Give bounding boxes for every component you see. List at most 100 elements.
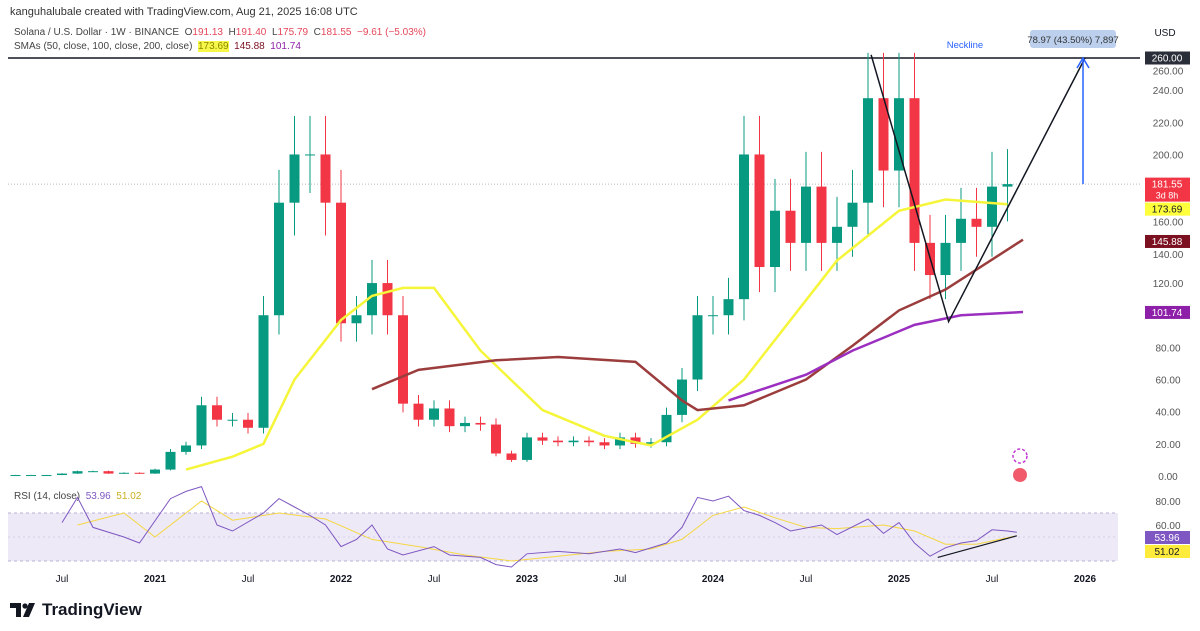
candle (785, 210, 796, 243)
candle (677, 379, 687, 415)
price-badge-label: 173.69 (1152, 205, 1183, 216)
candle (351, 315, 362, 324)
time-tick: Jul (800, 574, 813, 585)
candle (336, 202, 346, 324)
tradingview-logo[interactable]: TradingView (10, 600, 142, 620)
price-tick: 0.00 (1158, 472, 1178, 483)
arrow-head-icon (1076, 56, 1090, 69)
candle (57, 473, 67, 476)
measure-label-box (1030, 30, 1116, 48)
candle (165, 451, 176, 470)
candle (878, 98, 889, 171)
candle (367, 283, 377, 316)
neckline-label: Neckline (947, 40, 983, 51)
sma200-line (728, 310, 1024, 402)
candle (506, 453, 517, 460)
price-tick: 60.00 (1155, 376, 1180, 387)
countdown-label: 3d 8h (1156, 191, 1179, 201)
candle (568, 440, 579, 443)
candle (987, 186, 997, 227)
rsi-tick: 80.00 (1155, 497, 1180, 508)
candle (770, 210, 780, 267)
candle (289, 154, 300, 203)
low-value: 175.79 (277, 27, 309, 38)
symbol-name[interactable]: Solana / U.S. Dollar · 1W · BINANCE (14, 27, 180, 38)
rsi-badge (1145, 545, 1190, 558)
candle (708, 315, 718, 317)
time-tick: 2022 (330, 574, 353, 585)
price-badge (1145, 202, 1190, 216)
low-label: L (271, 27, 278, 38)
sma50-value: 173.69 (197, 41, 229, 52)
candle (398, 315, 408, 404)
candle (537, 437, 548, 441)
candle (475, 422, 486, 425)
candle (646, 442, 656, 444)
candle (10, 475, 21, 477)
candle (88, 471, 98, 473)
price-badge (1145, 305, 1190, 319)
price-tick: 200.00 (1153, 150, 1184, 161)
candle (181, 445, 191, 452)
change-value: −9.61 (−5.03%) (357, 27, 426, 38)
high-value: 191.40 (235, 27, 267, 38)
v-pattern-drawing (870, 54, 1086, 324)
time-tick: 2025 (888, 574, 911, 585)
measure-label: 78.97 (43.50%) 7,897 (1027, 35, 1118, 46)
price-tick: 240.00 (1153, 86, 1184, 97)
candle (956, 218, 966, 243)
price-tick: 260.00 (1153, 66, 1184, 77)
candle (134, 472, 145, 474)
rsi-tick: 60.00 (1155, 521, 1180, 532)
close-label: C (313, 27, 321, 38)
tradingview-logo-icon (10, 603, 35, 617)
lightning-icon (1012, 448, 1028, 464)
rsi-line (61, 485, 1017, 568)
candle (243, 419, 253, 428)
rsi-legend: RSI (14, close) 53.96 51.02 (14, 491, 141, 502)
candle (847, 202, 858, 227)
candle (103, 471, 114, 474)
price-badge (1145, 177, 1190, 202)
candle (553, 440, 563, 443)
time-tick: 2023 (516, 574, 539, 585)
candle (258, 315, 269, 428)
candle (522, 437, 532, 460)
sma-label[interactable]: SMAs (50, close, 100, close, 200, close) (14, 41, 193, 52)
candle (212, 405, 222, 420)
candle (692, 315, 703, 380)
candle (119, 472, 129, 474)
candle (444, 408, 455, 427)
candle (584, 440, 594, 443)
candle (863, 98, 873, 203)
rsi-label[interactable]: RSI (14, close) (14, 491, 81, 502)
time-tick: Jul (986, 574, 999, 585)
time-tick: 2026 (1074, 574, 1097, 585)
candle (41, 475, 52, 477)
sma50-line (185, 198, 1008, 471)
sma200-value: 101.74 (270, 41, 301, 52)
candle (491, 424, 501, 454)
rsi-ma-value: 51.02 (116, 491, 142, 502)
candle (305, 154, 315, 156)
symbol-legend: Solana / U.S. Dollar · 1W · BINANCE O191… (14, 27, 426, 38)
open-value: 191.13 (192, 27, 223, 38)
sma100-line (371, 238, 1024, 412)
candle (615, 437, 625, 446)
candle (274, 202, 284, 316)
price-tick: 20.00 (1155, 440, 1180, 451)
candle (723, 299, 734, 316)
candle (460, 422, 470, 427)
candle (909, 98, 920, 243)
candle (832, 226, 842, 243)
candle (382, 283, 393, 316)
candle (661, 414, 672, 443)
price-tick: 220.00 (1153, 118, 1184, 129)
candle (413, 403, 424, 420)
candle (1002, 184, 1013, 187)
rsi-badge-label: 51.02 (1154, 547, 1179, 558)
time-tick: 2024 (702, 574, 725, 585)
open-label: O (184, 27, 193, 38)
candle (196, 405, 207, 446)
